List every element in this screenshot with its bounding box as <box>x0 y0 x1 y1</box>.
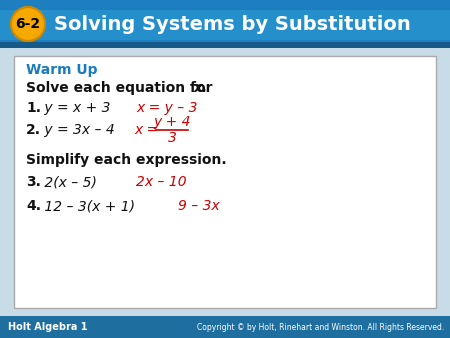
Text: y = 3x – 4: y = 3x – 4 <box>40 123 115 137</box>
Text: x.: x. <box>194 81 208 95</box>
Bar <box>0 0 450 48</box>
Bar <box>0 316 450 338</box>
Text: 2.: 2. <box>26 123 41 137</box>
Text: Warm Up: Warm Up <box>26 63 98 77</box>
Text: Simplify each expression.: Simplify each expression. <box>26 153 227 167</box>
Text: Solving Systems by Substitution: Solving Systems by Substitution <box>54 15 411 33</box>
Text: 12 – 3(x + 1): 12 – 3(x + 1) <box>40 199 135 213</box>
Circle shape <box>11 7 45 41</box>
Text: 3: 3 <box>167 131 176 145</box>
Text: x =: x = <box>134 123 162 137</box>
Text: x = y – 3: x = y – 3 <box>136 101 198 115</box>
Text: Solve each equation for: Solve each equation for <box>26 81 217 95</box>
Text: Holt Algebra 1: Holt Algebra 1 <box>8 322 87 332</box>
Text: 4.: 4. <box>26 199 41 213</box>
Text: 3.: 3. <box>26 175 41 189</box>
Text: y = x + 3: y = x + 3 <box>40 101 111 115</box>
Bar <box>0 10 450 40</box>
Text: y + 4: y + 4 <box>153 115 191 129</box>
Text: 6-2: 6-2 <box>15 17 40 31</box>
Text: Copyright © by Holt, Rinehart and Winston. All Rights Reserved.: Copyright © by Holt, Rinehart and Winsto… <box>197 322 444 332</box>
Bar <box>0 42 450 48</box>
Text: 2x – 10: 2x – 10 <box>136 175 187 189</box>
FancyBboxPatch shape <box>14 56 436 308</box>
Text: 9 – 3x: 9 – 3x <box>178 199 220 213</box>
Text: 1.: 1. <box>26 101 41 115</box>
Text: 2(x – 5): 2(x – 5) <box>40 175 97 189</box>
